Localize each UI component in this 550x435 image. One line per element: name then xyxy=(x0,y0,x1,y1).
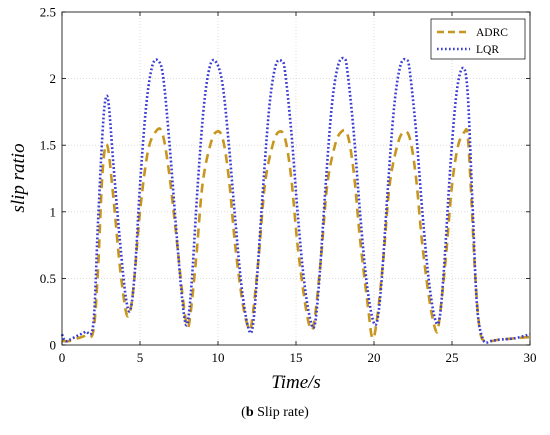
caption-label: b xyxy=(245,405,254,420)
legend-box xyxy=(430,18,526,60)
y-tick-label: 0 xyxy=(50,338,57,353)
legend-adrc-label: ADRC xyxy=(476,27,508,39)
caption-text: Slip rate xyxy=(253,405,305,420)
x-tick-label: 0 xyxy=(59,350,66,365)
legend: ADRC LQR xyxy=(430,18,526,60)
figure-caption: (b Slip rate) xyxy=(241,405,309,420)
series-line-lqr xyxy=(60,56,531,345)
x-tick-label: 15 xyxy=(290,350,303,365)
x-tick-label: 10 xyxy=(212,350,225,365)
tick-layer: 0 5 10 15 20 25 30 0 0.5 1 1.5 2 2.5 xyxy=(40,5,537,366)
x-tick-label: 20 xyxy=(368,350,381,365)
y-tick-label: 1 xyxy=(50,204,57,219)
x-axis-title: Time/s xyxy=(271,372,321,393)
x-tick-label: 30 xyxy=(524,350,537,365)
y-tick-label: 2.5 xyxy=(40,5,56,20)
y-tick-label: 1.5 xyxy=(40,138,56,153)
legend-lqr-label: LQR xyxy=(476,44,499,56)
y-tick-label: 2 xyxy=(50,71,57,86)
y-axis-title: slip ratio xyxy=(8,143,29,212)
y-tick-label: 0.5 xyxy=(40,271,56,286)
x-tick-label: 5 xyxy=(137,350,144,365)
series-layer xyxy=(60,56,531,345)
slip-ratio-chart: 0 5 10 15 20 25 30 0 0.5 1 1.5 2 2.5 Time/s slip rat… xyxy=(8,5,537,394)
x-tick-label: 25 xyxy=(446,350,459,365)
